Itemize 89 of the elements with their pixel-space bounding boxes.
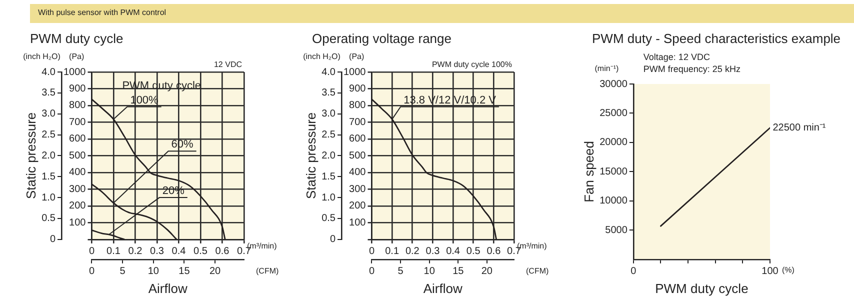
chart-title: PWM duty cycle	[30, 31, 124, 46]
y-tick-label: 1.5	[42, 171, 56, 182]
text: (inch H₂O)	[23, 52, 61, 61]
y-tick-label: 5000	[605, 224, 628, 236]
x2-tick-label: 20	[209, 266, 222, 278]
text: 12 VDC	[214, 60, 242, 69]
x2-tick-label: 10	[148, 266, 160, 278]
x-tick-label: 0.5	[466, 246, 481, 258]
y2-tick-label: 700	[69, 116, 86, 128]
x-tick-label: 0.2	[405, 246, 420, 258]
x-tick-label: 0.3	[150, 246, 164, 258]
y2-tick-label: 800	[69, 100, 86, 112]
text: (CFM)	[256, 266, 279, 276]
text: (%)	[782, 265, 795, 274]
y2-tick-label: 600	[69, 134, 86, 145]
x2-tick-label: 5	[398, 266, 404, 278]
y2-tick-label: 200	[69, 200, 86, 212]
y2-tick-label: 700	[349, 116, 366, 128]
chart-subtitle: With pulse sensor with PWM control	[38, 8, 166, 17]
text: Voltage: 12 VDC	[643, 52, 710, 62]
y-tick-label: 3.0	[42, 108, 56, 120]
y2-tick-label: 400	[349, 167, 366, 178]
x2-tick-label: 10	[424, 266, 436, 278]
text: (CFM)	[526, 266, 549, 276]
y2-tick-label: 300	[349, 184, 366, 195]
text: PWM duty cycle 100%	[432, 60, 512, 69]
x2-tick-label: 20	[481, 266, 493, 278]
y2-tick-label: 400	[69, 167, 86, 178]
x-axis-title: Airflow	[423, 280, 463, 296]
y-tick-label: 3.5	[322, 88, 336, 99]
y-tick-label: 30000	[600, 78, 628, 90]
y-tick-label: 2.0	[42, 150, 56, 162]
y2-tick-label: 500	[349, 150, 366, 162]
chart-title: PWM duty - Speed characteristics example	[592, 31, 841, 46]
y2-tick-label: 1000	[343, 66, 366, 78]
x-tick-label: 0	[88, 246, 95, 258]
y-tick-label: 1.0	[322, 192, 336, 204]
y-tick-label: 2.5	[322, 130, 336, 141]
y-tick-label: 1.0	[42, 192, 56, 204]
y2-tick-label: 200	[349, 200, 366, 212]
y-axis-title: Fan speed	[581, 140, 596, 202]
y-tick-label: 0.5	[322, 213, 336, 224]
x-axis-title: PWM duty cycle	[655, 280, 748, 296]
y2-tick-label: 900	[69, 83, 86, 94]
chart-title: Operating voltage range	[312, 31, 452, 46]
y-tick-label: 3.5	[42, 88, 56, 99]
y2-tick-label: 900	[349, 83, 366, 94]
x-axis-title: Airflow	[148, 280, 188, 296]
y-tick-label: 15000	[600, 166, 628, 178]
x-tick-label: 0.4	[446, 246, 460, 258]
y-tick-label: 10000	[600, 196, 628, 207]
y2-tick-label: 300	[69, 184, 86, 195]
y2-tick-label: 600	[349, 134, 366, 145]
x-tick-label: 0.5	[194, 246, 208, 258]
y2-tick-label: 100	[349, 217, 366, 228]
text: (Pa)	[349, 52, 365, 61]
text: (min⁻¹)	[594, 64, 619, 73]
x-tick-label: 0.4	[172, 246, 186, 258]
y-tick-label: 2.5	[42, 130, 56, 141]
text: PWM frequency: 25 kHz	[643, 64, 741, 74]
x2-tick-label: 5	[120, 266, 126, 278]
x-tick-label: 0.6	[215, 246, 230, 258]
annotation: 22500 min⁻¹	[772, 122, 826, 134]
x-tick-label: 0	[368, 246, 375, 258]
x2-tick-label: 15	[178, 266, 190, 278]
y-tick-label: 4.0	[42, 66, 56, 78]
y2-tick-label: 500	[69, 150, 86, 162]
x-tick-label: 0.2	[128, 246, 143, 258]
y-tick-label: 20000	[600, 137, 628, 148]
text: (inch H₂O)	[303, 52, 341, 61]
x-tick-label: 0.3	[426, 246, 440, 258]
x-tick-label: 0.6	[486, 246, 502, 258]
y-axis-title: Static pressure	[23, 112, 38, 200]
y-tick-label: 25000	[600, 108, 628, 119]
y-tick-label: 1.5	[322, 171, 336, 182]
y2-tick-label: 1000	[63, 66, 86, 78]
y-tick-label: 2.0	[322, 150, 336, 162]
x-tick-label: 0.1	[106, 246, 121, 258]
y-tick-label: 0	[330, 234, 336, 246]
y2-tick-label: 100	[69, 217, 86, 228]
y-axis-title: Static pressure	[303, 112, 318, 200]
text: (Pa)	[69, 52, 85, 61]
x-tick-label: 0.1	[385, 246, 400, 258]
y2-tick-label: 800	[349, 100, 366, 112]
y-tick-label: 0.5	[42, 213, 56, 224]
y-tick-label: 4.0	[322, 66, 336, 78]
y-tick-label: 3.0	[322, 108, 336, 120]
x2-tick-label: 15	[452, 266, 464, 278]
y-tick-label: 0	[50, 234, 56, 246]
